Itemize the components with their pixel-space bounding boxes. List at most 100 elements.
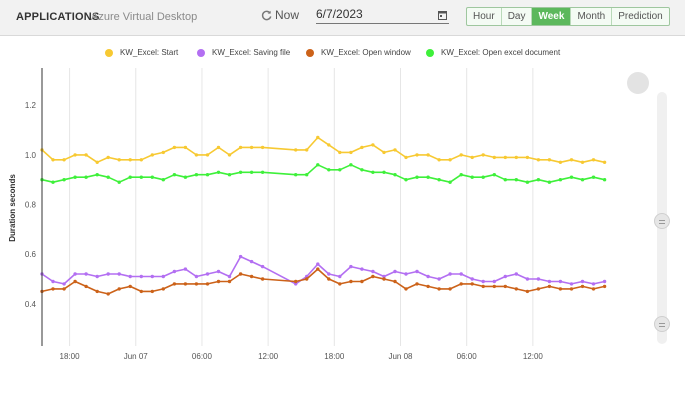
data-point[interactable] <box>415 153 419 157</box>
data-point[interactable] <box>481 153 485 157</box>
data-point[interactable] <box>227 153 232 157</box>
data-point[interactable] <box>591 282 596 286</box>
data-point[interactable] <box>106 272 110 276</box>
data-point[interactable] <box>338 274 342 279</box>
data-point[interactable] <box>382 274 386 279</box>
data-point[interactable] <box>294 279 298 284</box>
data-point[interactable] <box>492 279 496 284</box>
data-point[interactable] <box>393 173 397 177</box>
data-point[interactable] <box>371 170 375 174</box>
data-point[interactable] <box>569 158 574 162</box>
data-point[interactable] <box>62 282 66 286</box>
data-point[interactable] <box>183 282 188 286</box>
data-point[interactable] <box>481 284 485 289</box>
data-point[interactable] <box>514 155 518 160</box>
range-month-button[interactable]: Month <box>571 8 613 25</box>
data-point[interactable] <box>62 158 66 162</box>
data-point[interactable] <box>470 277 474 281</box>
data-point[interactable] <box>481 175 485 179</box>
data-point[interactable] <box>503 284 507 289</box>
data-point[interactable] <box>415 282 419 286</box>
data-point[interactable] <box>260 170 265 174</box>
data-point[interactable] <box>106 155 110 160</box>
data-point[interactable] <box>360 267 364 271</box>
data-point[interactable] <box>459 282 463 286</box>
data-point[interactable] <box>249 145 254 150</box>
data-point[interactable] <box>536 178 541 182</box>
calendar-icon[interactable] <box>438 9 447 23</box>
data-point[interactable] <box>349 264 353 269</box>
data-point[interactable] <box>393 148 397 152</box>
data-point[interactable] <box>216 145 221 150</box>
data-point[interactable] <box>172 145 177 150</box>
data-point[interactable] <box>602 284 607 289</box>
data-point[interactable] <box>547 279 552 284</box>
data-point[interactable] <box>547 284 552 289</box>
data-point[interactable] <box>194 282 199 286</box>
chart-zoom-reset-handle[interactable] <box>627 72 649 94</box>
data-point[interactable] <box>525 277 530 281</box>
data-point[interactable] <box>492 155 496 160</box>
data-point[interactable] <box>360 168 364 172</box>
data-point[interactable] <box>194 173 199 177</box>
data-point[interactable] <box>459 153 463 157</box>
data-point[interactable] <box>194 274 199 279</box>
legend-item-saving-file[interactable]: KW_Excel: Saving file <box>197 48 290 57</box>
data-point[interactable] <box>205 153 210 157</box>
data-point[interactable] <box>84 175 88 179</box>
data-point[interactable] <box>227 173 232 177</box>
data-point[interactable] <box>591 287 596 291</box>
data-point[interactable] <box>84 272 88 276</box>
data-point[interactable] <box>51 158 55 162</box>
data-point[interactable] <box>84 284 88 289</box>
data-point[interactable] <box>393 279 397 284</box>
data-point[interactable] <box>238 254 243 259</box>
data-point[interactable] <box>117 287 121 291</box>
data-point[interactable] <box>161 150 165 155</box>
data-point[interactable] <box>503 274 507 279</box>
data-point[interactable] <box>227 274 232 279</box>
data-point[interactable] <box>602 279 607 284</box>
data-point[interactable] <box>139 274 143 279</box>
data-point[interactable] <box>161 274 165 279</box>
data-point[interactable] <box>305 148 309 152</box>
data-point[interactable] <box>536 158 541 162</box>
data-point[interactable] <box>150 175 154 179</box>
data-point[interactable] <box>172 282 177 286</box>
range-hour-button[interactable]: Hour <box>467 8 502 25</box>
data-point[interactable] <box>128 284 132 289</box>
data-point[interactable] <box>260 145 265 150</box>
data-point[interactable] <box>426 284 430 289</box>
data-point[interactable] <box>216 269 221 274</box>
data-point[interactable] <box>448 272 452 276</box>
legend-item-open-excel-document[interactable]: KW_Excel: Open excel document <box>426 48 560 57</box>
data-point[interactable] <box>459 173 463 177</box>
now-button[interactable]: Now <box>261 6 299 24</box>
data-point[interactable] <box>95 160 99 164</box>
data-point[interactable] <box>316 135 320 140</box>
legend-item-open-window[interactable]: KW_Excel: Open window <box>306 48 411 57</box>
data-point[interactable] <box>503 178 507 182</box>
data-point[interactable] <box>249 259 254 264</box>
data-point[interactable] <box>602 178 607 182</box>
data-point[interactable] <box>470 175 474 179</box>
data-point[interactable] <box>161 178 165 182</box>
data-point[interactable] <box>62 287 66 291</box>
data-point[interactable] <box>183 175 188 179</box>
data-point[interactable] <box>437 158 441 162</box>
data-point[interactable] <box>525 180 530 184</box>
data-point[interactable] <box>382 150 386 155</box>
data-point[interactable] <box>415 175 419 179</box>
data-point[interactable] <box>470 155 474 160</box>
data-point[interactable] <box>161 287 165 291</box>
data-point[interactable] <box>591 175 596 179</box>
data-point[interactable] <box>525 155 530 160</box>
data-point[interactable] <box>172 173 177 177</box>
data-point[interactable] <box>216 170 221 174</box>
data-point[interactable] <box>73 272 77 276</box>
data-point[interactable] <box>238 145 243 150</box>
data-point[interactable] <box>371 143 375 147</box>
data-point[interactable] <box>327 168 331 172</box>
data-point[interactable] <box>117 158 121 162</box>
data-point[interactable] <box>95 173 99 177</box>
